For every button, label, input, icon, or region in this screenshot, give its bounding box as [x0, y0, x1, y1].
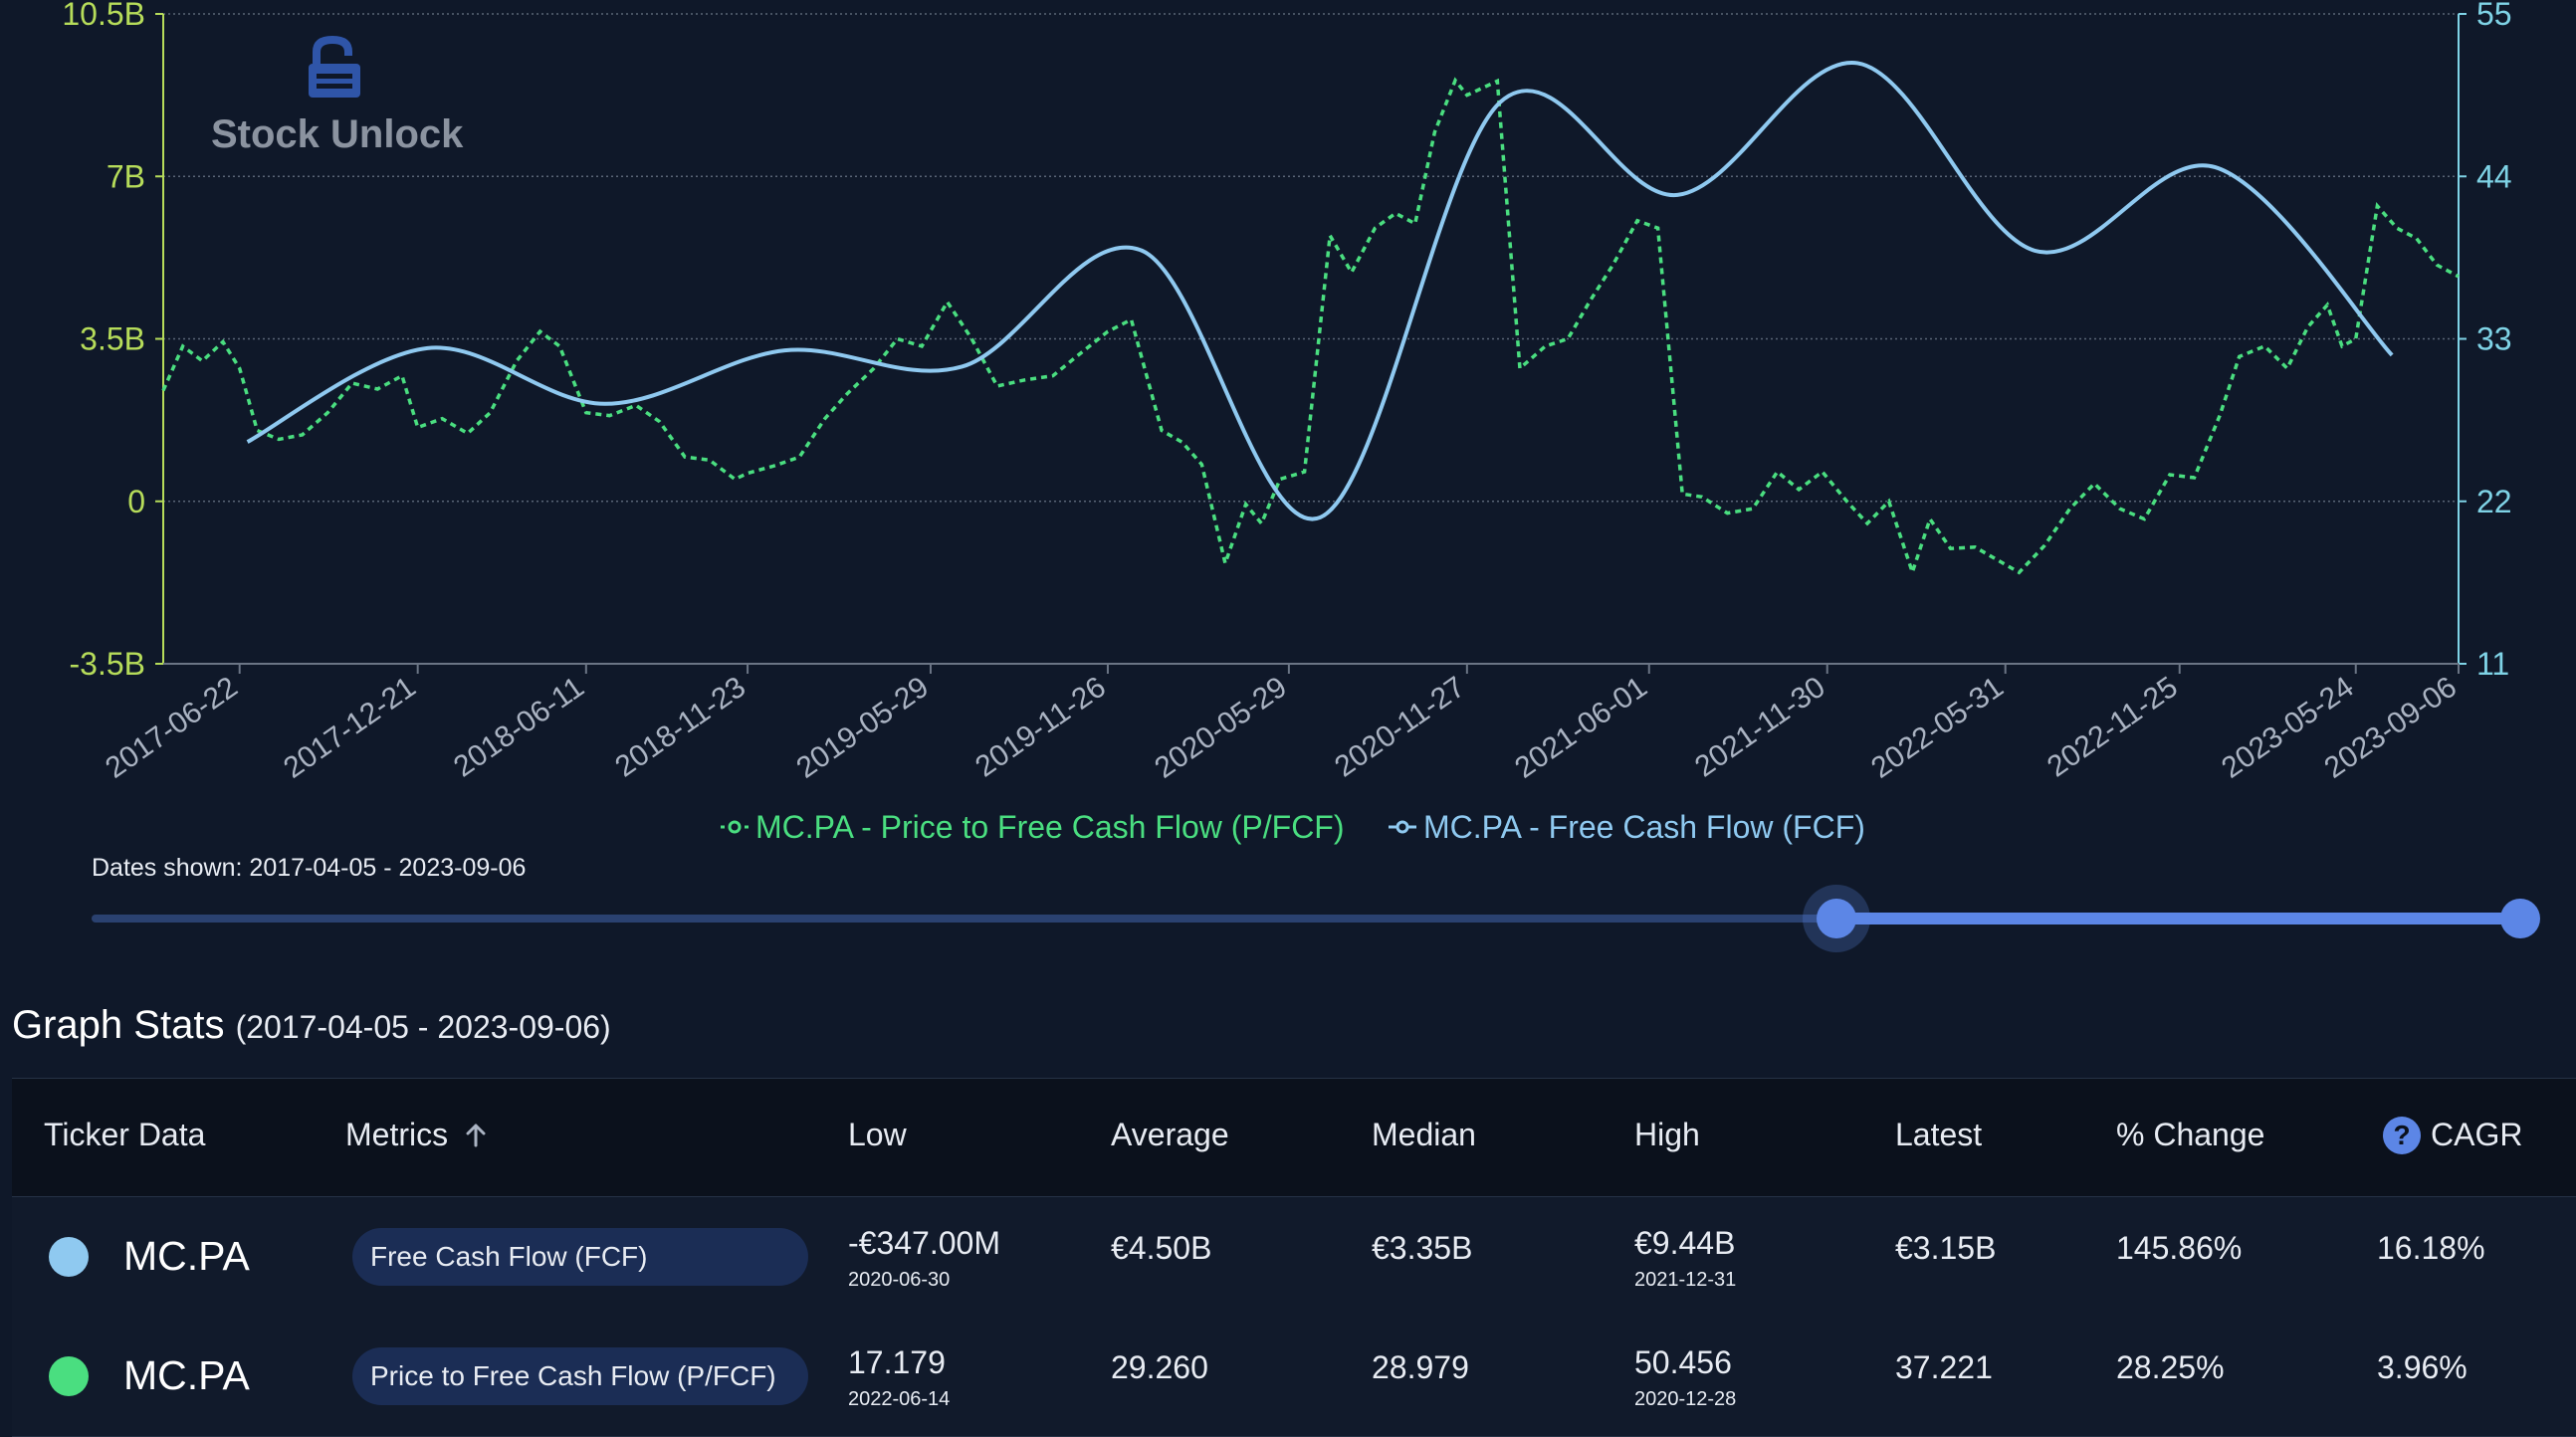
- median-value: €3.35B: [1372, 1230, 1473, 1266]
- x-tick-label: 2022-05-31: [1865, 671, 2010, 785]
- x-tick-label: 2020-11-27: [1329, 671, 1471, 784]
- x-tick-label: 2018-11-23: [609, 671, 751, 784]
- cagr-value: 16.18%: [2377, 1230, 2485, 1266]
- y-right-tick-label: 11: [2476, 646, 2509, 682]
- col-low[interactable]: Low: [848, 1117, 907, 1152]
- low-date: 2022-06-14: [848, 1388, 951, 1410]
- col-cagr[interactable]: CAGR: [2431, 1117, 2523, 1152]
- latest-value: €3.15B: [1895, 1230, 1997, 1266]
- slider-end-handle[interactable]: [2500, 899, 2540, 938]
- series-line-fcf: [246, 61, 2394, 521]
- col-average[interactable]: Average: [1111, 1117, 1229, 1152]
- legend-label-pfcf: MC.PA - Price to Free Cash Flow (P/FCF): [755, 809, 1345, 845]
- high-date: 2020-12-28: [1634, 1388, 1737, 1410]
- y-left-tick-label: 10.5B: [62, 0, 145, 32]
- cagr-value: 3.96%: [2377, 1349, 2468, 1385]
- average-value: €4.50B: [1111, 1230, 1212, 1266]
- series-color-dot: [49, 1356, 89, 1396]
- low-value: 17.179: [848, 1344, 946, 1380]
- legend-item-fcf[interactable]: MC.PA - Free Cash Flow (FCF): [1389, 809, 1865, 845]
- stats-table: Ticker Data Metrics Low Average Median H…: [12, 1078, 2576, 1437]
- y-right-tick-label: 33: [2476, 321, 2512, 357]
- percent-change-value: 145.86%: [2116, 1230, 2243, 1266]
- high-value: €9.44B: [1634, 1225, 1736, 1261]
- brand-logo: Stock Unlock: [211, 36, 464, 156]
- legend-label-fcf: MC.PA - Free Cash Flow (FCF): [1423, 809, 1865, 845]
- brand-name: Stock Unlock: [211, 112, 464, 156]
- high-value: 50.456: [1634, 1344, 1732, 1380]
- chart-series: [161, 61, 2460, 578]
- y-right-tick-label: 55: [2476, 0, 2512, 32]
- chart-legend[interactable]: MC.PA - Price to Free Cash Flow (P/FCF) …: [721, 809, 1865, 845]
- graph-stats-heading: Graph Stats (2017-04-05 - 2023-09-06): [12, 1003, 611, 1048]
- col-median[interactable]: Median: [1372, 1117, 1476, 1152]
- x-tick-label: 2022-11-25: [2041, 671, 2184, 784]
- y-left-tick-label: 3.5B: [80, 321, 145, 357]
- metric-badge[interactable]: Free Cash Flow (FCF): [352, 1228, 808, 1286]
- ticker-symbol[interactable]: MC.PA: [123, 1233, 250, 1279]
- x-tick-label: 2018-06-11: [448, 671, 590, 784]
- x-tick-label: 2017-06-22: [100, 671, 244, 785]
- median-value: 28.979: [1372, 1349, 1469, 1385]
- x-tick-label: 2021-11-30: [1689, 671, 1831, 784]
- graph-stats-title: Graph Stats: [12, 1003, 225, 1047]
- col-change[interactable]: % Change: [2116, 1117, 2265, 1152]
- latest-value: 37.221: [1895, 1349, 1993, 1385]
- y-left-tick-label: 0: [127, 484, 145, 519]
- y-left-tick-label: 7B: [107, 158, 145, 194]
- y-axis-right-ticks: 55 44 33 22 11: [2459, 0, 2512, 682]
- dates-shown-label: Dates shown: 2017-04-05 - 2023-09-06: [92, 854, 527, 882]
- metric-badge[interactable]: Price to Free Cash Flow (P/FCF): [352, 1347, 808, 1405]
- x-axis-ticks: 2017-06-22 2017-12-21 2018-06-11 2018-11-23…: [100, 664, 2463, 785]
- x-tick-label: 2019-05-29: [790, 671, 935, 785]
- y-axis-left-ticks: 10.5B 7B 3.5B 0 -3.5B: [62, 0, 163, 682]
- x-tick-label: 2017-12-21: [278, 671, 422, 785]
- table-row: MC.PA Free Cash Flow (FCF) -€347.00M 202…: [12, 1197, 2576, 1318]
- stats-table-header: Ticker Data Metrics Low Average Median H…: [12, 1078, 2576, 1197]
- graph-stats-range: (2017-04-05 - 2023-09-06): [235, 1009, 611, 1045]
- col-metrics-label: Metrics: [345, 1117, 449, 1152]
- help-icon[interactable]: ?: [2383, 1117, 2421, 1154]
- padlock-icon: [309, 36, 360, 98]
- date-range-slider-selection[interactable]: [1836, 913, 2520, 924]
- y-right-tick-label: 22: [2476, 484, 2512, 519]
- x-tick-label: 2019-11-26: [969, 671, 1112, 784]
- percent-change-value: 28.25%: [2116, 1349, 2225, 1385]
- col-ticker-data: Ticker Data: [44, 1117, 206, 1152]
- x-tick-label: 2020-05-29: [1149, 671, 1293, 785]
- col-metrics[interactable]: Metrics: [345, 1117, 489, 1153]
- average-value: 29.260: [1111, 1349, 1208, 1385]
- date-range-slider-track[interactable]: [92, 915, 2520, 923]
- table-row: MC.PA Price to Free Cash Flow (P/FCF) 17…: [12, 1317, 2576, 1437]
- low-value: -€347.00M: [848, 1225, 1000, 1261]
- y-left-tick-label: -3.5B: [70, 646, 145, 682]
- x-tick-label: 2021-06-01: [1509, 671, 1653, 785]
- ticker-symbol[interactable]: MC.PA: [123, 1352, 250, 1398]
- col-latest[interactable]: Latest: [1895, 1117, 1983, 1152]
- high-date: 2021-12-31: [1634, 1269, 1737, 1291]
- slider-start-handle[interactable]: [1817, 899, 1856, 938]
- legend-item-pfcf[interactable]: MC.PA - Price to Free Cash Flow (P/FCF): [721, 809, 1345, 845]
- col-high[interactable]: High: [1634, 1117, 1700, 1152]
- series-color-dot: [49, 1237, 89, 1277]
- series-line-pfcf: [161, 77, 2460, 578]
- low-date: 2020-06-30: [848, 1269, 951, 1291]
- y-right-tick-label: 44: [2476, 158, 2512, 194]
- arrow-up-icon: [466, 1124, 486, 1147]
